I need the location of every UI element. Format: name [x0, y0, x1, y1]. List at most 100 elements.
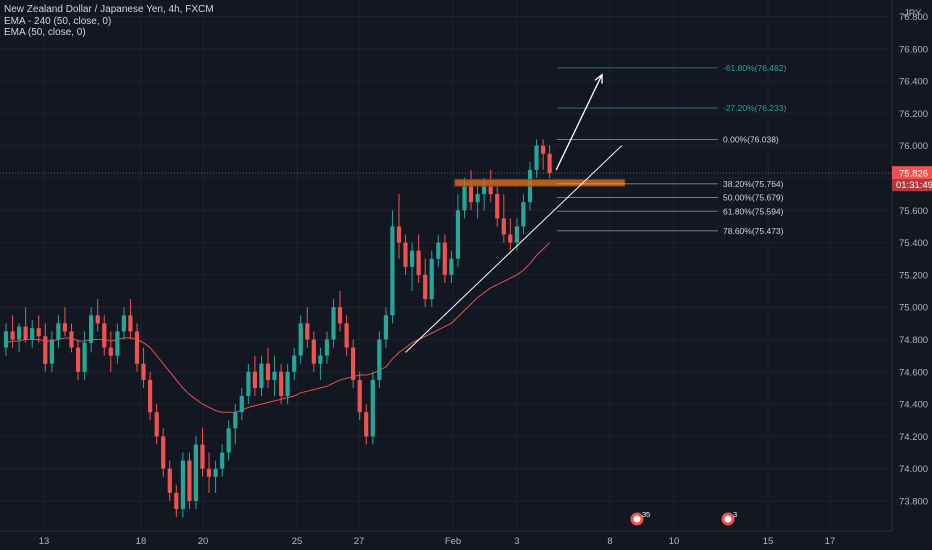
candle-body — [220, 452, 225, 469]
candle — [449, 250, 454, 283]
candle-body — [508, 234, 513, 243]
time-tick-label: 27 — [354, 536, 365, 547]
currency-label[interactable]: JPY — [904, 8, 922, 19]
candle-body — [233, 412, 238, 429]
time-tick-label: 8 — [607, 536, 612, 547]
candle-body — [239, 396, 244, 413]
candle-body — [449, 258, 454, 275]
time-tick-label: 25 — [292, 536, 303, 547]
candle — [252, 355, 257, 397]
price-tick-label: 74.800 — [899, 335, 928, 346]
candle-body — [279, 371, 284, 396]
candle — [311, 331, 316, 372]
candle-body — [187, 460, 192, 501]
candle-body — [226, 428, 231, 453]
candle — [62, 307, 67, 337]
candle-body — [468, 186, 474, 203]
candle — [442, 234, 447, 283]
price-tick-label: 75.600 — [899, 206, 928, 217]
symbol-title[interactable]: New Zealand Dollar / Japanese Yen, 4h, F… — [4, 4, 214, 15]
price-tag-value: 75.826 — [899, 169, 928, 180]
candle-body — [410, 250, 415, 267]
candle — [220, 444, 225, 477]
candle — [331, 299, 336, 348]
candle — [495, 186, 500, 227]
candle-body — [206, 468, 212, 477]
trend-line — [405, 145, 623, 353]
candle — [95, 299, 100, 332]
candle — [475, 186, 480, 219]
candle — [357, 371, 362, 421]
price-tick-label: 75.200 — [899, 270, 928, 281]
candle — [259, 355, 264, 397]
candle-body — [416, 250, 421, 275]
price-tick-label: 76.600 — [899, 44, 928, 55]
candle — [43, 323, 48, 372]
candle-body — [292, 355, 297, 372]
candle — [324, 331, 329, 364]
time-tick-label: 3 — [514, 536, 519, 547]
candle-body — [49, 339, 54, 364]
legend: New Zealand Dollar / Japanese Yen, 4h, F… — [4, 4, 214, 39]
price-tick-label: 74.200 — [899, 432, 928, 443]
candle — [213, 460, 218, 493]
candle-body — [180, 460, 185, 509]
candle — [344, 315, 349, 356]
event-count: 3 — [642, 510, 646, 519]
candle-body — [56, 323, 61, 340]
candle-body — [174, 492, 179, 509]
candle-body — [423, 274, 428, 300]
candle-body — [324, 339, 329, 356]
ema-50-indicator[interactable]: EMA (50, close, 0) — [4, 27, 86, 38]
candle — [547, 145, 552, 178]
price-axis[interactable]: 76.80076.60076.40076.20076.00075.80075.6… — [891, 0, 932, 531]
candle-body — [76, 347, 81, 372]
candle-body — [482, 186, 487, 195]
candle-body — [305, 323, 310, 340]
candle — [246, 363, 251, 405]
candle — [193, 436, 198, 510]
candle — [23, 307, 28, 343]
candle-body — [495, 194, 500, 219]
candle-body — [128, 315, 133, 332]
candle — [383, 307, 388, 348]
candle-body — [357, 379, 362, 413]
candle-body — [10, 331, 15, 340]
candles — [3, 139, 552, 518]
candle-body — [148, 379, 153, 413]
candle-body — [89, 315, 94, 343]
countdown-bg — [892, 179, 932, 192]
candle — [102, 315, 107, 356]
candle-body — [514, 226, 519, 243]
time-axis[interactable]: 13 18 20 25 27 Feb 3 8 10 15 17 — [0, 530, 892, 547]
event-marker[interactable]: 3 — [721, 510, 738, 526]
fib-retracement-label: 38.20%(75.764) — [723, 179, 784, 189]
time-tick-label: 20 — [198, 536, 209, 547]
candle-body — [442, 242, 447, 275]
candle — [148, 371, 153, 421]
fib-retracement-label: 78.60%(75.473) — [723, 226, 784, 236]
candle-body — [488, 186, 493, 195]
candle — [541, 139, 546, 170]
candle — [89, 307, 94, 353]
price-tick-label: 74.600 — [899, 367, 928, 378]
candle — [121, 307, 126, 340]
candle-body — [501, 218, 506, 235]
candle-body — [115, 331, 120, 356]
price-tick-label: 74.400 — [899, 400, 928, 411]
candle — [305, 307, 310, 348]
candle — [364, 404, 369, 445]
candle-body — [95, 315, 100, 324]
candle — [206, 452, 212, 493]
fib-retracement-label: 61.80%(75.594) — [723, 206, 784, 216]
candle-body — [436, 242, 441, 259]
candle — [187, 452, 192, 510]
event-badge: 5 — [646, 510, 650, 519]
candle-body — [534, 145, 539, 170]
price-tag-bg — [892, 166, 932, 180]
candle — [403, 234, 408, 275]
ema-240-indicator[interactable]: EMA - 240 (50, close, 0) — [4, 15, 112, 27]
candle-body — [213, 468, 218, 477]
